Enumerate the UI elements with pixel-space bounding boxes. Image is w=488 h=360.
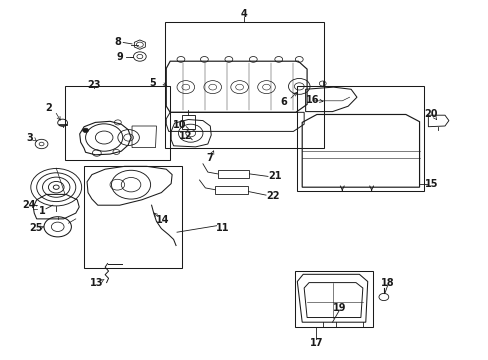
Circle shape (82, 128, 88, 132)
Bar (215, 186, 248, 194)
Bar (165, 22, 323, 148)
Text: 13: 13 (90, 278, 103, 288)
Text: 20: 20 (424, 109, 437, 120)
Text: 16: 16 (305, 95, 319, 105)
Bar (295, 271, 372, 327)
Text: 25: 25 (29, 222, 42, 233)
Text: 14: 14 (155, 215, 169, 225)
Text: 18: 18 (380, 278, 394, 288)
Text: 3: 3 (26, 132, 33, 143)
Text: 22: 22 (265, 191, 279, 201)
Text: 19: 19 (332, 303, 346, 313)
Text: 12: 12 (179, 131, 192, 141)
Text: 10: 10 (173, 120, 186, 130)
Text: 17: 17 (309, 338, 323, 348)
Text: 2: 2 (45, 103, 52, 113)
Text: 1: 1 (39, 206, 45, 216)
Text: 7: 7 (205, 153, 212, 163)
Text: 5: 5 (149, 78, 156, 88)
Bar (297, 86, 424, 191)
Text: 6: 6 (280, 96, 286, 107)
Text: 21: 21 (267, 171, 281, 181)
Bar (65, 86, 169, 160)
Text: 9: 9 (116, 51, 123, 62)
Text: 11: 11 (215, 222, 229, 233)
Text: 8: 8 (114, 37, 121, 48)
Bar (182, 115, 194, 129)
Text: 4: 4 (241, 9, 247, 19)
Bar (217, 170, 249, 178)
Text: 15: 15 (424, 179, 438, 189)
Text: 24: 24 (22, 200, 36, 210)
Text: 23: 23 (87, 80, 101, 90)
Bar (84, 166, 182, 268)
